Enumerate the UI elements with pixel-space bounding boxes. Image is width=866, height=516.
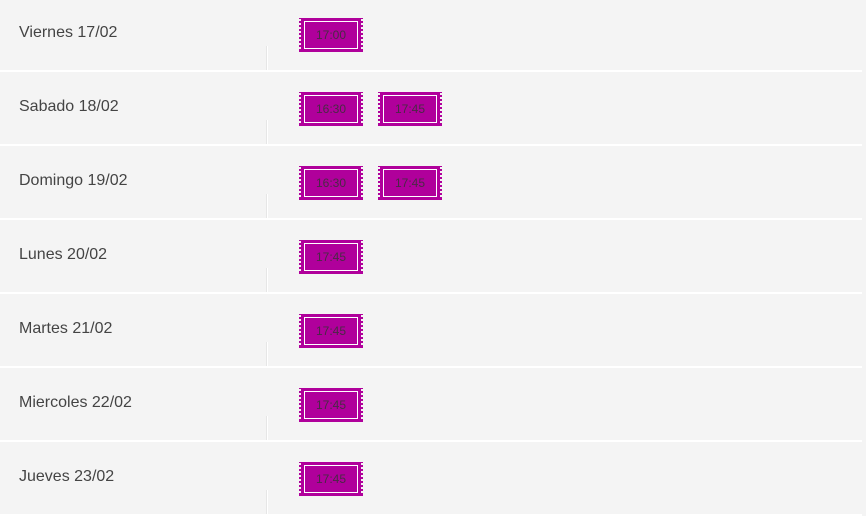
showtime-ticket-button[interactable]: 17:45 [378,92,442,126]
showtimes: 16:30 17:45 [299,166,442,200]
divider [266,120,268,144]
showtime-label: 17:45 [304,317,358,345]
day-row: Jueves 23/02 17:45 [0,442,862,516]
showtime-ticket-button[interactable]: 16:30 [299,92,363,126]
day-label: Martes 21/02 [19,320,113,337]
showtime-label: 17:45 [304,243,358,271]
divider [266,194,268,218]
day-label: Jueves 23/02 [19,468,115,485]
showtimes: 17:45 [299,314,363,348]
showtime-ticket-button[interactable]: 17:45 [378,166,442,200]
showtime-label: 16:30 [304,95,358,123]
showtime-label: 17:45 [383,95,437,123]
showtime-label: 17:45 [304,391,358,419]
day-row: Miercoles 22/02 17:45 [0,368,862,442]
showtimes: 17:45 [299,462,363,496]
day-label: Sabado 18/02 [19,98,119,115]
showtime-ticket-button[interactable]: 17:45 [299,388,363,422]
showtime-ticket-button[interactable]: 17:45 [299,240,363,274]
showtime-ticket-button[interactable]: 17:45 [299,462,363,496]
showtime-label: 16:30 [304,169,358,197]
showtime-ticket-button[interactable]: 17:00 [299,18,363,52]
divider [266,342,268,366]
day-row: Martes 21/02 17:45 [0,294,862,368]
day-label: Viernes 17/02 [19,24,118,41]
showtime-label: 17:00 [304,21,358,49]
day-label: Domingo 19/02 [19,172,128,189]
divider [266,268,268,292]
showtimes: 17:45 [299,240,363,274]
day-label: Miercoles 22/02 [19,394,132,411]
showtimes: 17:00 [299,18,363,52]
showtime-ticket-button[interactable]: 17:45 [299,314,363,348]
day-label: Lunes 20/02 [19,246,108,263]
day-row: Sabado 18/02 16:30 17:45 [0,72,862,146]
showtime-label: 17:45 [304,465,358,493]
showtimes: 16:30 17:45 [299,92,442,126]
showtime-label: 17:45 [383,169,437,197]
day-row: Domingo 19/02 16:30 17:45 [0,146,862,220]
showtimes: 17:45 [299,388,363,422]
showtime-ticket-button[interactable]: 16:30 [299,166,363,200]
divider [266,46,268,70]
day-row: Viernes 17/02 17:00 [0,0,862,72]
divider [266,416,268,440]
divider [266,490,268,514]
day-row: Lunes 20/02 17:45 [0,220,862,294]
